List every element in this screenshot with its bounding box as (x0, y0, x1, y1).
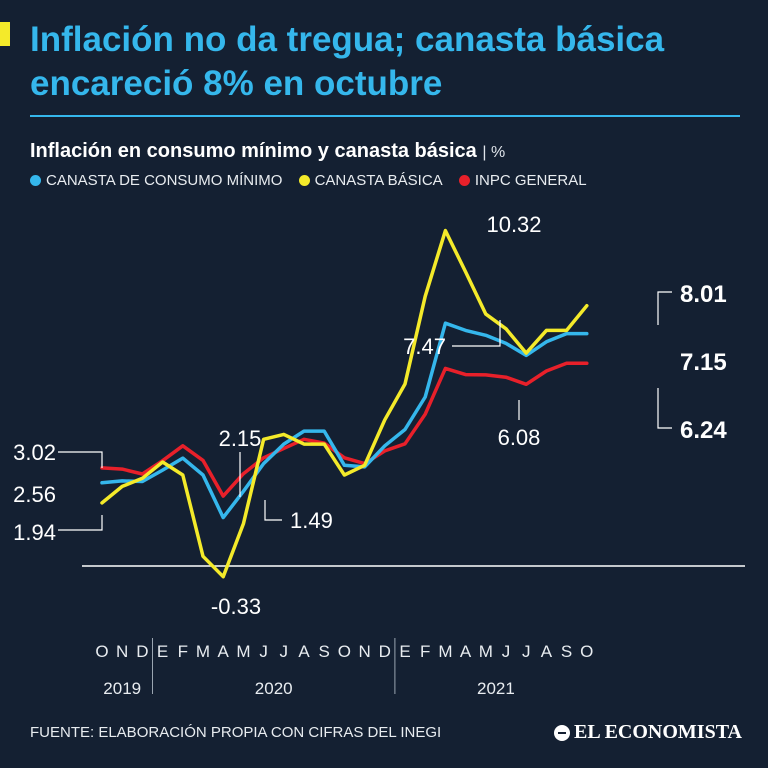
x-tick-label-16: F (420, 642, 430, 661)
x-tick-label-13: N (358, 642, 370, 661)
leader-inpc-end (657, 388, 672, 429)
data-label-consumo-start: 2.56 (13, 482, 56, 507)
leader-basica-start (58, 515, 103, 531)
subtitle-text: Inflación en consumo mínimo y canasta bá… (30, 140, 477, 162)
data-label-inpc-mar2021: 6.08 (498, 425, 541, 450)
legend-item-basica: CANASTA BÁSICA (298, 172, 443, 189)
x-tick-label-12: O (338, 642, 351, 661)
legend-dot-inpc (458, 175, 470, 186)
x-tick-label-22: A (541, 642, 553, 661)
x-tick-label-18: A (460, 642, 472, 661)
data-label-basica-start: 1.94 (13, 520, 56, 545)
x-tick-label-3: E (157, 642, 168, 661)
year-label-2020: 2020 (255, 679, 293, 698)
x-tick-label-8: J (259, 642, 268, 661)
brand-logo: EL ECONOMISTA (554, 721, 742, 744)
legend-dot-consumo (30, 175, 41, 186)
x-tick-label-2: D (136, 642, 148, 661)
data-label-consumo-apr2020: 1.49 (290, 508, 333, 533)
chart-subtitle: Inflación en consumo mínimo y canasta bá… (30, 140, 505, 163)
x-tick-label-14: D (379, 642, 391, 661)
series-line-consumo (100, 321, 589, 520)
leader-consumo-apr2020 (264, 500, 282, 521)
x-tick-label-23: S (561, 642, 572, 661)
x-tick-label-19: M (479, 642, 493, 661)
headline-rule (30, 115, 740, 117)
series-line-inpc (100, 361, 589, 498)
data-label-basica-end: 8.01 (680, 281, 727, 308)
x-tick-label-6: A (218, 642, 230, 661)
unit-label: % (490, 144, 506, 161)
headline: Inflación no da tregua; canasta básica e… (30, 20, 665, 103)
unit-separator: | (482, 144, 491, 161)
data-label-inpc-start: 3.02 (13, 440, 56, 465)
legend: CANASTA DE CONSUMO MÍNIMO CANASTA BÁSICA… (30, 172, 599, 189)
legend-label-basica: CANASTA BÁSICA (314, 172, 443, 189)
x-tick-label-5: M (196, 642, 210, 661)
legend-dot-basica (298, 175, 310, 186)
x-tick-label-20: J (502, 642, 511, 661)
leader-inpc-start (58, 451, 103, 468)
data-label-consumo-mar2021: 7.47 (403, 334, 446, 359)
data-label-basica-mar2021: 10.32 (486, 212, 541, 237)
x-tick-label-24: O (580, 642, 593, 661)
x-tick-label-21: J (522, 642, 531, 661)
year-label-2021: 2021 (477, 679, 515, 698)
brand-name: EL ECONOMISTA (574, 721, 742, 743)
accent-bar (0, 22, 10, 46)
leader-consumo-mar2021 (452, 320, 501, 347)
x-tick-label-0: O (95, 642, 108, 661)
legend-item-consumo: CANASTA DE CONSUMO MÍNIMO (30, 172, 282, 189)
legend-label-consumo: CANASTA DE CONSUMO MÍNIMO (46, 172, 283, 189)
source-note: FUENTE: ELABORACIÓN PROPIA CON CIFRAS DE… (30, 724, 442, 741)
x-tick-label-4: F (178, 642, 188, 661)
series-line-basica (100, 228, 589, 579)
year-label-2019: 2019 (103, 679, 141, 698)
legend-item-inpc: INPC GENERAL (458, 172, 587, 189)
data-label-consumo-end: 7.15 (680, 349, 727, 376)
x-tick-label-9: J (280, 642, 289, 661)
legend-label-inpc: INPC GENERAL (474, 172, 587, 189)
x-tick-label-1: N (116, 642, 128, 661)
brand-emblem-icon (554, 724, 570, 741)
x-tick-label-15: E (399, 642, 410, 661)
x-tick-label-10: A (298, 642, 310, 661)
leader-basica-end (657, 291, 672, 325)
x-tick-label-11: S (319, 642, 330, 661)
data-label-inpc-end: 6.24 (680, 417, 727, 444)
data-label-inpc-apr2020: 2.15 (219, 426, 262, 451)
x-tick-label-17: M (438, 642, 452, 661)
x-tick-label-7: M (236, 642, 250, 661)
data-label-basica-apr2020: -0.33 (211, 594, 261, 619)
